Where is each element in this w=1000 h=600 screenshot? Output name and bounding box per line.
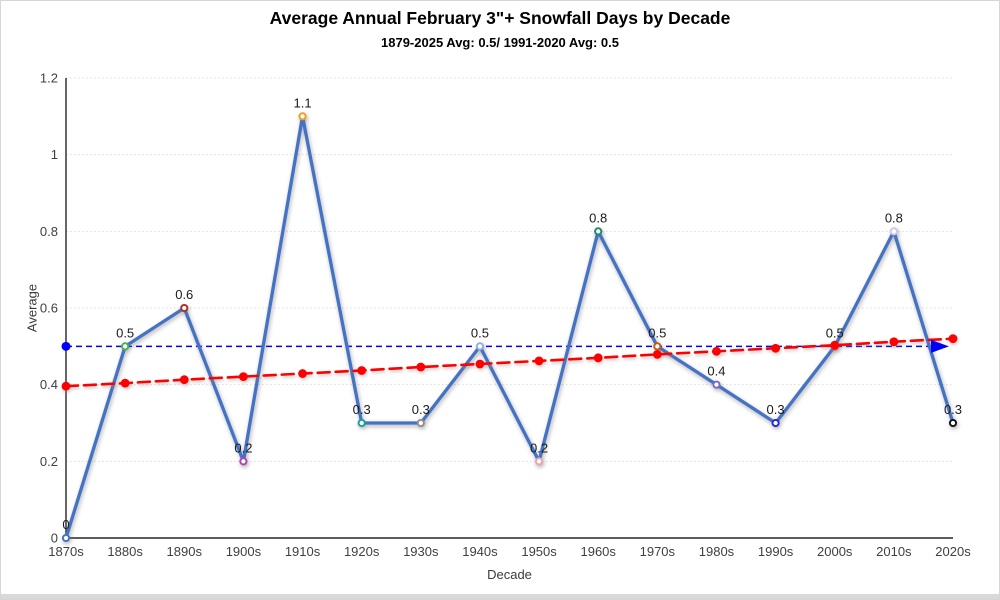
data-point-marker <box>889 227 898 236</box>
x-tick-label: 1910s <box>285 544 321 559</box>
data-point-marker <box>771 418 780 428</box>
x-tick-label: 2000s <box>817 544 853 559</box>
data-label: 0.3 <box>412 402 430 417</box>
x-tick-label: 1920s <box>344 544 380 559</box>
data-label: 0.5 <box>648 325 666 340</box>
data-label: 0.5 <box>826 325 844 340</box>
x-tick-label: 1870s <box>48 544 84 559</box>
data-label: 0 <box>62 517 69 532</box>
trend-point-marker <box>179 375 189 385</box>
x-tick-label: 1980s <box>699 544 735 559</box>
average-line-start-dot <box>61 341 71 351</box>
data-point-marker <box>712 380 721 389</box>
y-tick-label: 1.2 <box>40 71 58 86</box>
data-point-marker <box>61 533 71 543</box>
trend-point-marker <box>889 337 899 347</box>
x-tick-label: 1890s <box>167 544 203 559</box>
average-line-arrow-icon <box>931 339 949 353</box>
data-label: 0.4 <box>707 364 725 379</box>
x-tick-label: 1930s <box>403 544 439 559</box>
data-point-marker <box>180 303 189 313</box>
trend-point-marker <box>357 366 367 375</box>
window-bottom-edge <box>1 594 999 599</box>
trend-point-marker <box>771 343 780 353</box>
trend-line <box>64 337 955 388</box>
data-label: 1.1 <box>293 95 311 110</box>
trend-point-marker <box>712 346 721 356</box>
trend-point-marker <box>120 378 130 388</box>
data-label: 0.2 <box>530 440 548 455</box>
x-tick-label: 1900s <box>226 544 262 559</box>
data-label: 0.8 <box>885 210 903 225</box>
data-point-marker <box>298 112 307 121</box>
data-point-marker <box>594 227 603 236</box>
data-label: 0.5 <box>116 325 134 340</box>
snowfall-series-group <box>61 112 958 543</box>
trend-point-marker <box>298 369 307 378</box>
x-tick-label: 1940s <box>462 544 498 559</box>
x-tick-label: 1960s <box>580 544 616 559</box>
data-label: 0.3 <box>353 402 371 417</box>
trend-point-marker <box>239 372 248 382</box>
trend-series-group <box>61 334 958 391</box>
chart-subtitle: 1879-2025 Avg: 0.5/ 1991-2020 Avg: 0.5 <box>381 35 619 50</box>
data-label: 0.5 <box>471 325 489 340</box>
chart-title: Average Annual February 3"+ Snowfall Day… <box>269 8 731 28</box>
data-label: 0.3 <box>767 402 785 417</box>
data-label: 0.2 <box>234 440 252 455</box>
data-point-marker <box>948 418 958 428</box>
data-label: 0.3 <box>944 402 962 417</box>
trend-point-marker <box>475 359 485 369</box>
trend-point-marker <box>416 362 426 372</box>
snowfall-series-line <box>64 114 955 540</box>
y-tick-label: 0 <box>51 531 58 546</box>
y-tick-label: 0.2 <box>40 454 58 469</box>
data-point-marker <box>653 342 662 351</box>
trend-point-marker <box>948 334 958 344</box>
x-tick-label: 2010s <box>876 544 912 559</box>
data-point-marker <box>475 342 484 351</box>
x-axis-title: Decade <box>487 567 532 582</box>
y-tick-label: 0.8 <box>40 224 58 239</box>
y-tick-label: 0.6 <box>40 301 58 316</box>
trend-point-marker <box>830 340 840 350</box>
data-point-marker <box>416 418 425 428</box>
data-point-marker <box>239 457 248 466</box>
trend-point-marker <box>61 381 71 391</box>
trend-point-marker <box>652 349 662 359</box>
data-point-marker <box>535 457 544 466</box>
trend-point-marker <box>593 353 603 363</box>
x-tick-label: 1950s <box>521 544 557 559</box>
x-tick-label: 2020s <box>935 544 971 559</box>
data-label: 0.8 <box>589 210 607 225</box>
y-tick-label: 1 <box>51 147 58 162</box>
data-label: 0.6 <box>175 287 193 302</box>
y-tick-label: 0.4 <box>40 377 58 392</box>
x-tick-label: 1880s <box>107 544 143 559</box>
data-point-marker <box>357 418 366 428</box>
trend-point-marker <box>534 356 544 366</box>
x-tick-label: 1970s <box>640 544 676 559</box>
data-point-marker <box>121 342 130 351</box>
x-tick-label: 1990s <box>758 544 794 559</box>
